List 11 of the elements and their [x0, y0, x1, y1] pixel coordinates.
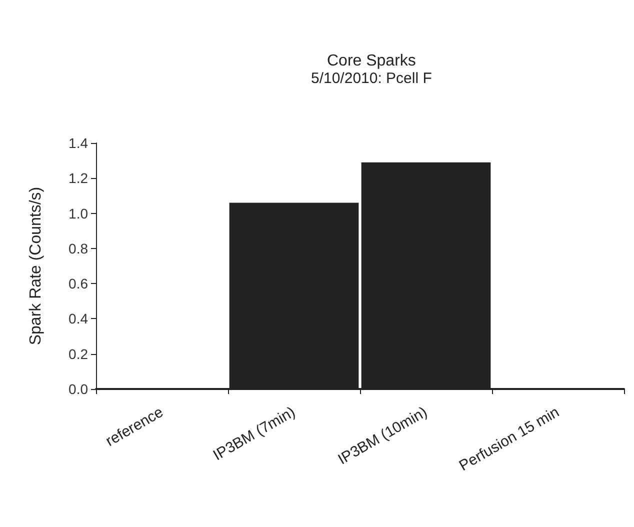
y-tick-label: 1.0: [68, 205, 88, 222]
chart-title: Core Sparks: [326, 52, 416, 70]
y-tick-label: 1.4: [68, 135, 88, 151]
chart-subtitle: 5/10/2010: Pcell F: [310, 70, 432, 87]
y-tick-label: 0.2: [68, 346, 88, 362]
y-tick-label: 0.6: [68, 276, 88, 292]
y-tick-label: 1.2: [68, 170, 88, 186]
y-tick-label: 0.4: [68, 310, 88, 327]
y-tick-label: 0.0: [68, 381, 88, 397]
y-tick-label: 0.8: [68, 240, 88, 256]
y-axis-title: Spark Rate (Counts/s): [28, 186, 44, 346]
